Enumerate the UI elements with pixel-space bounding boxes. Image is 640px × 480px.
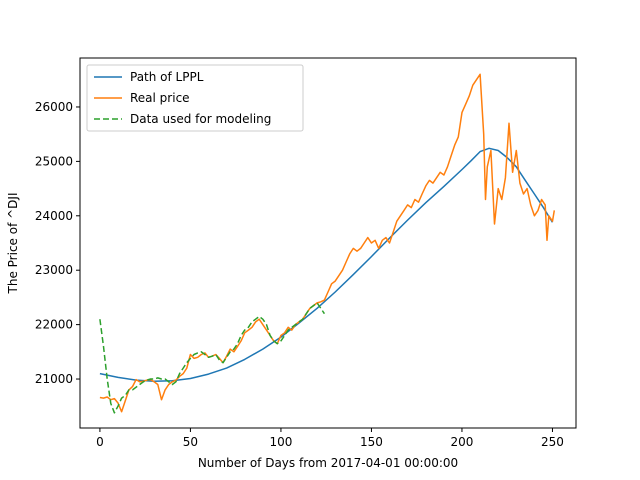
x-tick-label-1: 50	[183, 435, 198, 449]
plot-area	[99, 73, 556, 414]
y-tick-label-0: 21000	[35, 372, 73, 386]
legend-label-1: Real price	[130, 91, 190, 105]
y-tick-label-1: 22000	[35, 318, 73, 332]
legend-label-2: Data used for modeling	[130, 112, 271, 126]
x-tick-label-2: 100	[269, 435, 292, 449]
y-tick-label-4: 25000	[35, 154, 73, 168]
x-tick-label-4: 200	[451, 435, 474, 449]
y-tick-label-3: 24000	[35, 209, 73, 223]
y-tick-label-2: 23000	[35, 263, 73, 277]
series-line-1	[99, 73, 556, 413]
plot-frame	[79, 57, 577, 429]
y-tick-label-5: 26000	[35, 100, 73, 114]
x-tick-label-0: 0	[96, 435, 104, 449]
legend: Path of LPPL Real price Data used for mode…	[86, 64, 304, 132]
x-tick-label-3: 150	[360, 435, 383, 449]
x-tick-label-5: 250	[541, 435, 564, 449]
y-axis-label: The Price of ^DJI	[6, 193, 20, 295]
x-axis-label: Number of Days from 2017-04-01 00:00:00	[198, 456, 458, 470]
legend-box	[86, 64, 304, 132]
series-line-2	[99, 302, 326, 414]
legend-label-0: Path of LPPL	[130, 70, 204, 84]
axes-ticks: 0 50 100 150 200 250 21000 22000 23000 24000 25000…	[35, 100, 564, 449]
